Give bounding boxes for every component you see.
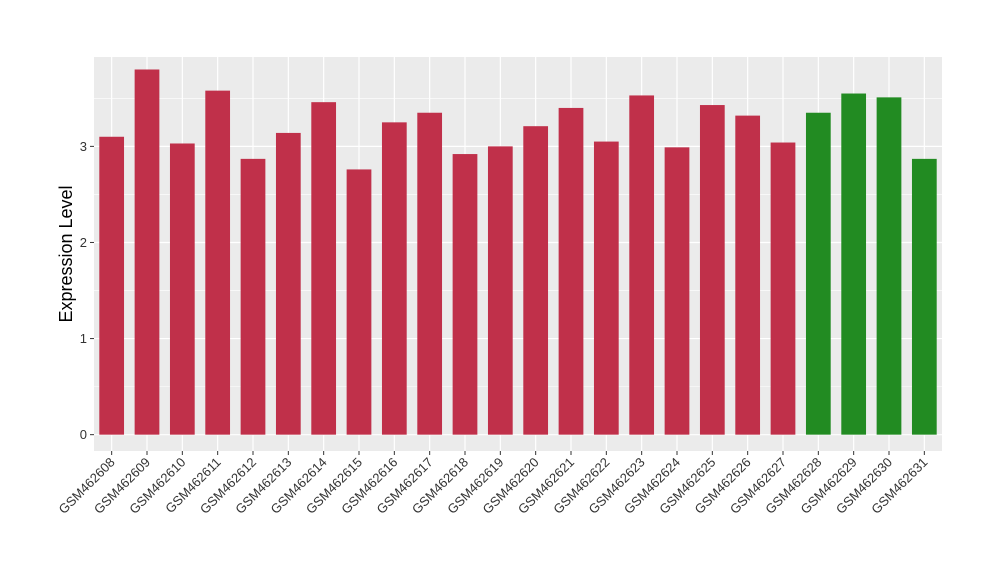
y-axis-title: Expression Level [56, 185, 76, 322]
bar-GSM462611 [205, 90, 231, 435]
y-tick-label: 1 [80, 331, 87, 346]
bar-GSM462608 [99, 136, 125, 435]
bar-GSM462622 [593, 141, 619, 435]
bar-GSM462614 [311, 102, 337, 435]
minor-gridlines [94, 98, 942, 387]
bar-GSM462621 [558, 107, 584, 435]
bar-GSM462629 [841, 93, 867, 435]
bar-GSM462613 [275, 132, 301, 435]
bar-GSM462610 [169, 143, 195, 435]
bar-GSM462631 [911, 158, 937, 435]
bar-GSM462620 [523, 126, 549, 435]
bar-GSM462615 [346, 169, 372, 435]
bar-GSM462628 [805, 112, 831, 435]
bars [99, 69, 937, 435]
y-tick-label: 2 [80, 235, 87, 250]
bar-GSM462616 [381, 122, 407, 435]
bar-GSM462623 [629, 95, 655, 435]
plot-panel [94, 57, 942, 451]
y-tick-label: 3 [80, 139, 87, 154]
y-tick-label: 0 [80, 427, 87, 442]
bar-GSM462624 [664, 147, 690, 435]
bar-GSM462627 [770, 142, 796, 435]
x-axis-ticks: GSM462608GSM462609GSM462610GSM462611GSM4… [56, 451, 930, 517]
bar-GSM462626 [735, 115, 761, 435]
bar-GSM462630 [876, 97, 902, 435]
bar-GSM462618 [452, 154, 478, 435]
bar-GSM462612 [240, 158, 266, 435]
bar-GSM462609 [134, 69, 160, 435]
bar-GSM462617 [417, 112, 443, 435]
bar-GSM462619 [487, 146, 513, 435]
y-axis-ticks: 0 1 2 3 [80, 139, 94, 442]
bar-GSM462625 [699, 105, 725, 435]
